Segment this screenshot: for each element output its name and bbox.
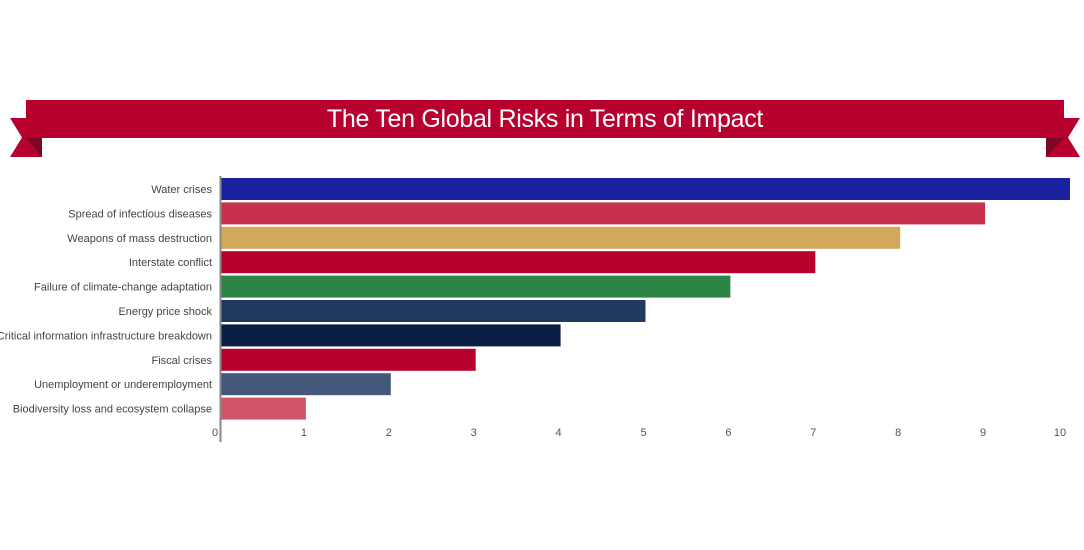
category-label: Fiscal crises: [151, 355, 212, 367]
chart-title: The Ten Global Risks in Terms of Impact: [326, 105, 764, 133]
bar: [221, 397, 306, 420]
x-tick-label: 2: [386, 427, 392, 439]
category-label: Energy price shock: [118, 306, 212, 318]
bar: [221, 251, 816, 274]
x-tick-label: 10: [1054, 427, 1066, 439]
bar: [221, 373, 391, 396]
category-label: Weapons of mass destruction: [67, 233, 212, 245]
x-tick-label: 9: [980, 427, 986, 439]
category-label: Biodiversity loss and ecosystem collapse: [13, 404, 212, 416]
x-tick-label: 0: [212, 427, 218, 439]
bar: [221, 348, 476, 371]
bar: [221, 226, 901, 249]
category-label: Interstate conflict: [129, 257, 212, 269]
x-tick-label: 8: [895, 427, 901, 439]
x-tick-label: 5: [640, 427, 646, 439]
bar: [221, 178, 1070, 200]
bar: [221, 300, 646, 322]
x-tick-label: 1: [301, 427, 307, 439]
x-tick-label: 6: [725, 427, 731, 439]
bar: [221, 202, 986, 225]
x-tick-label: 7: [810, 427, 816, 439]
category-label: Unemployment or underemployment: [34, 379, 212, 391]
category-label: Water crises: [151, 184, 212, 196]
x-tick-label: 4: [556, 427, 562, 439]
category-label: Spread of infectious diseases: [68, 208, 212, 220]
category-label: Critical information infrastructure brea…: [0, 330, 212, 342]
category-label: Failure of climate-change adaptation: [34, 282, 212, 294]
bar: [221, 324, 561, 347]
x-tick-label: 3: [471, 427, 477, 439]
bar: [221, 275, 731, 298]
